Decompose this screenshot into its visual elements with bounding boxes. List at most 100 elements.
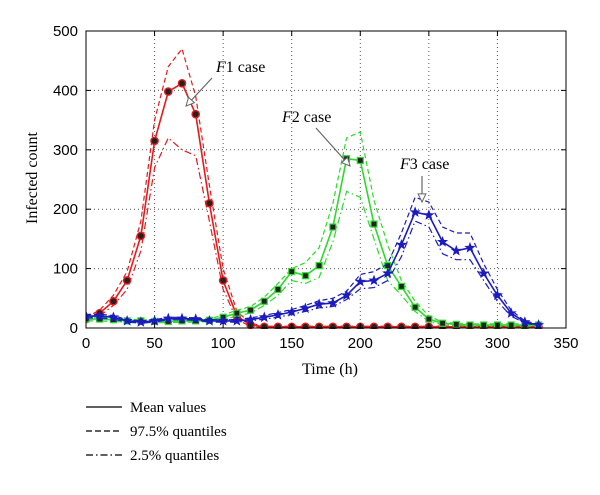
annotation-label: F3 case [399,156,449,173]
series-2-upper-quantile-line [86,131,539,325]
series-3-point [135,316,147,327]
series-2-point [301,272,310,280]
series-3-point [354,275,366,287]
x-tick-label: 150 [279,335,304,352]
series-3-lower-quantile-line [86,220,539,327]
axes: 0 50 100 150 200 250 300 350 0 100 200 300 400 500 [53,23,579,352]
y-tick-label: 200 [53,201,78,218]
series-1-lower-quantile-line [86,136,539,328]
series-2-point [356,156,364,165]
series-1-point [218,276,228,285]
series-2-point [480,321,488,329]
series-3-point [313,298,325,310]
series-2-point [260,297,268,305]
series-3-point [436,236,449,247]
series-1-point [205,198,214,208]
series-3-mean-line [86,211,539,326]
x-tick-label: 0 [82,335,90,352]
series-2-point [274,285,282,293]
series-3-point [272,309,284,320]
series-2-point [452,320,460,329]
series-1-point [369,322,379,329]
series-1-point [109,296,118,306]
annotation-label: F2 case [281,109,331,126]
series-2-point [397,282,406,291]
series-3-point [203,315,216,326]
series-3-point [409,206,421,217]
series-2-point [507,321,515,329]
series-2-mean-line [86,157,539,326]
series-2-point [315,262,323,270]
annotation-prefix: F [215,59,226,76]
series-3-point [464,241,476,253]
annotation-prefix: F [399,156,410,173]
series-3 [86,196,545,329]
series-3-point [176,312,188,324]
series-1-mean-line [86,82,539,328]
series-1-point [328,322,338,329]
series-1-point [383,322,393,329]
series-2-point [370,220,378,228]
legend-entry-2: 97.5% quantiles [86,424,227,440]
series-1-point [163,87,173,96]
series-1-point [136,231,146,241]
series-3-point [519,316,531,327]
series-3-point [231,315,243,326]
series-3-point [395,238,408,250]
series-3-point [532,319,545,329]
y-tick-label: 500 [53,23,78,40]
series-1-point [397,322,406,329]
series-3-point [450,244,462,256]
annotation-suffix: 3 case [410,156,450,173]
y-tick-label: 0 [70,320,78,337]
annotation-3: F3 case [399,156,449,204]
y-tick-label: 100 [53,261,78,278]
annotation-arrowhead [185,96,196,107]
series-2-point [411,303,419,311]
y-tick-label: 400 [53,82,78,99]
annotation-suffix: 2 case [292,109,332,126]
x-tick-label: 250 [416,335,441,352]
series-3-point [94,310,106,321]
series-2 [86,131,543,329]
series-3-point [368,274,380,286]
series-3-upper-quantile-line [86,196,539,325]
x-tick-label: 350 [553,335,578,352]
series-3-point [258,311,270,323]
annotation-prefix: F [281,109,292,126]
series-3-point [244,313,257,325]
series-1-point [259,322,269,329]
series-1-point [191,109,201,119]
series-1-point [177,78,187,88]
x-tick-label: 200 [348,335,373,352]
series-3-point [86,310,92,321]
annotation-arrowhead [417,193,427,204]
x-tick-label: 100 [211,335,236,352]
series-3-point [382,267,394,279]
series-3-point [505,307,517,318]
legend-entry-3: 2.5% quantiles [86,448,219,464]
series-3-point [340,289,353,301]
series-2-lower-quantile-line [86,190,539,327]
legend-label: 97.5% quantiles [130,424,227,440]
series-2-point [466,321,474,329]
x-axis-label: Time (h) [302,361,358,378]
series-3-point [423,209,435,220]
series-2-point [329,223,337,231]
x-tick-label: 300 [485,335,510,352]
series-3-point [299,302,312,314]
series-1-point [342,322,351,329]
series-2-point [438,319,447,327]
series-3-point [478,267,490,279]
series-1-point [301,322,310,329]
annotation-1: F1 case [185,59,265,107]
series-1-point [273,322,283,329]
series-3-point [107,311,120,323]
series-1-point [314,322,324,329]
series-1 [86,47,543,329]
legend-label: Mean values [130,400,206,416]
series-2-point [288,267,296,276]
